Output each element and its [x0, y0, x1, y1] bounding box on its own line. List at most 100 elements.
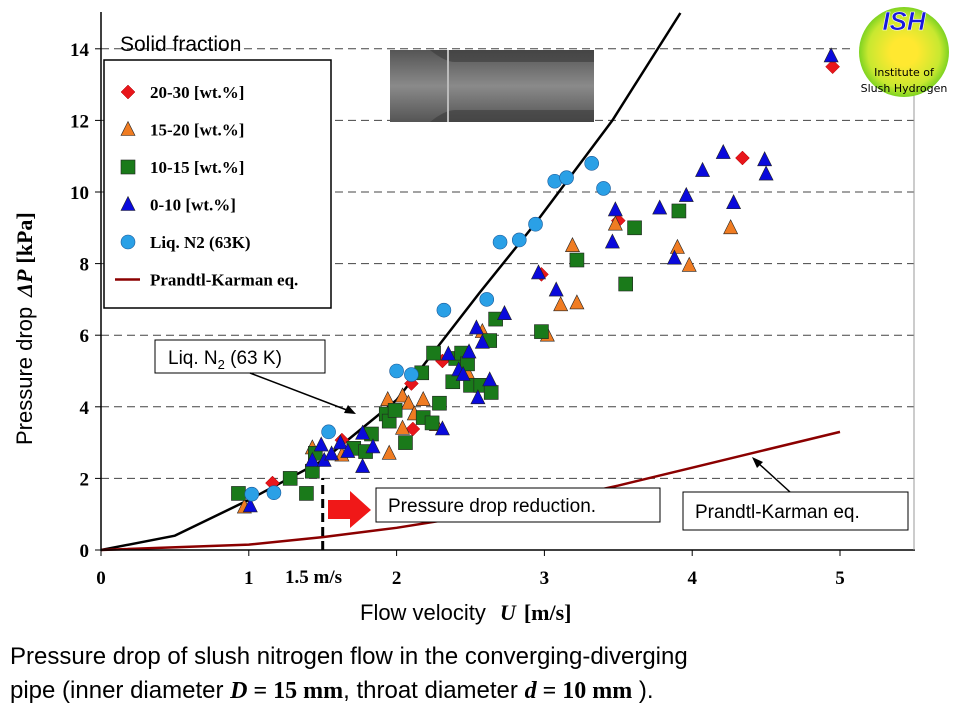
data-point	[564, 237, 580, 252]
y-tick-label: 0	[80, 541, 90, 562]
svg-text:ISH: ISH	[882, 6, 927, 36]
data-point	[584, 156, 599, 171]
data-point	[455, 365, 471, 381]
data-point	[758, 165, 774, 181]
x-tick-label: 0	[96, 568, 106, 589]
data-point	[387, 403, 403, 418]
data-point	[757, 151, 773, 167]
data-points	[231, 47, 840, 514]
data-point	[569, 252, 585, 268]
data-point	[381, 444, 397, 460]
data-point	[671, 203, 687, 219]
data-point	[596, 181, 611, 196]
data-point	[242, 497, 258, 513]
data-point	[321, 424, 336, 440]
legend-swatch	[120, 195, 136, 211]
data-point	[468, 319, 484, 335]
legend-label: 10-15 [wt.%]	[150, 158, 244, 177]
data-point	[231, 486, 246, 501]
y-tick-label: 12	[70, 111, 89, 132]
data-point	[669, 238, 685, 254]
data-point	[415, 390, 431, 406]
x-tick-label: 3	[540, 568, 550, 589]
data-point	[304, 451, 320, 467]
data-point	[355, 457, 371, 473]
data-point	[474, 333, 490, 349]
svg-text:Institute of: Institute of	[874, 66, 935, 79]
data-point	[434, 420, 450, 436]
figure-caption: Pressure drop of slush nitrogen flow in …	[10, 643, 688, 704]
y-tick-label: 10	[70, 183, 89, 204]
data-point	[426, 345, 441, 361]
y-tick-label: 4	[80, 398, 90, 419]
data-point	[479, 292, 495, 307]
legend-swatch	[120, 84, 136, 100]
data-point	[607, 201, 623, 217]
legend	[103, 59, 332, 309]
data-point	[678, 186, 694, 202]
data-point	[365, 438, 381, 454]
data-point	[548, 281, 564, 297]
prandtl-annotation: Prandtl-Karman eq.	[682, 457, 909, 531]
y-tick-label: 8	[80, 255, 90, 276]
legend-swatch	[120, 234, 136, 250]
data-point	[389, 363, 404, 379]
legend-label: 0-10 [wt.%]	[150, 196, 236, 215]
data-point	[553, 296, 569, 312]
data-point	[244, 486, 260, 502]
legend-label: Liq. N2 (63K)	[150, 233, 251, 252]
data-point	[432, 395, 447, 411]
data-point	[440, 345, 456, 361]
data-point	[398, 435, 413, 450]
data-point	[299, 486, 314, 501]
data-point	[492, 234, 508, 250]
data-point	[723, 219, 739, 235]
data-point	[607, 215, 623, 231]
svg-text:Prandtl-Karman eq.: Prandtl-Karman eq.	[695, 502, 860, 523]
data-point	[282, 471, 298, 486]
liq-n2-annotation: Liq. N2 (63 K)	[154, 339, 356, 414]
x-tick-label: 4	[687, 568, 697, 589]
red-arrow-icon	[328, 491, 371, 528]
data-point	[266, 485, 282, 501]
data-point	[528, 216, 543, 232]
data-point	[332, 434, 348, 450]
data-point	[355, 424, 371, 440]
data-point	[823, 47, 839, 63]
x-tick-label: 2	[392, 568, 402, 589]
data-point	[652, 199, 668, 215]
ish-logo: ISH Institute of Slush Hydrogen	[859, 6, 949, 97]
legend-swatch	[120, 120, 136, 136]
x-axis-title: Flow velocity U [m/s]	[360, 600, 571, 625]
data-point	[604, 233, 620, 249]
data-point	[482, 371, 498, 387]
legend-title: Solid fraction	[120, 33, 241, 56]
legend-swatch	[120, 159, 136, 175]
data-point	[681, 256, 697, 272]
legend-label: 20-30 [wt.%]	[150, 83, 244, 102]
data-point	[627, 220, 642, 236]
legend-entries: 20-30 [wt.%] 15-20 [wt.%] 10-15 [wt.%] 0-1…	[115, 83, 298, 290]
data-point	[340, 442, 356, 458]
data-point	[405, 421, 421, 437]
data-point	[324, 445, 340, 461]
data-point	[470, 389, 486, 405]
y-axis-title: Pressure dropΔP[kPa]	[12, 212, 37, 445]
data-point	[825, 59, 840, 75]
x-tick-label: 5	[835, 568, 845, 589]
data-point	[726, 194, 742, 210]
data-point	[531, 264, 546, 280]
y-tick-label: 6	[80, 326, 90, 347]
data-point	[511, 232, 527, 248]
data-point	[380, 390, 396, 406]
svg-text:Slush Hydrogen: Slush Hydrogen	[861, 82, 948, 95]
data-point	[569, 294, 585, 310]
svg-text:Pressure drop reduction.: Pressure drop reduction.	[388, 496, 596, 517]
data-point	[695, 161, 711, 177]
legend-label: 15-20 [wt.%]	[150, 121, 244, 140]
data-point	[618, 276, 633, 292]
data-point	[497, 305, 512, 321]
legend-label: Prandtl-Karman eq.	[150, 271, 298, 290]
